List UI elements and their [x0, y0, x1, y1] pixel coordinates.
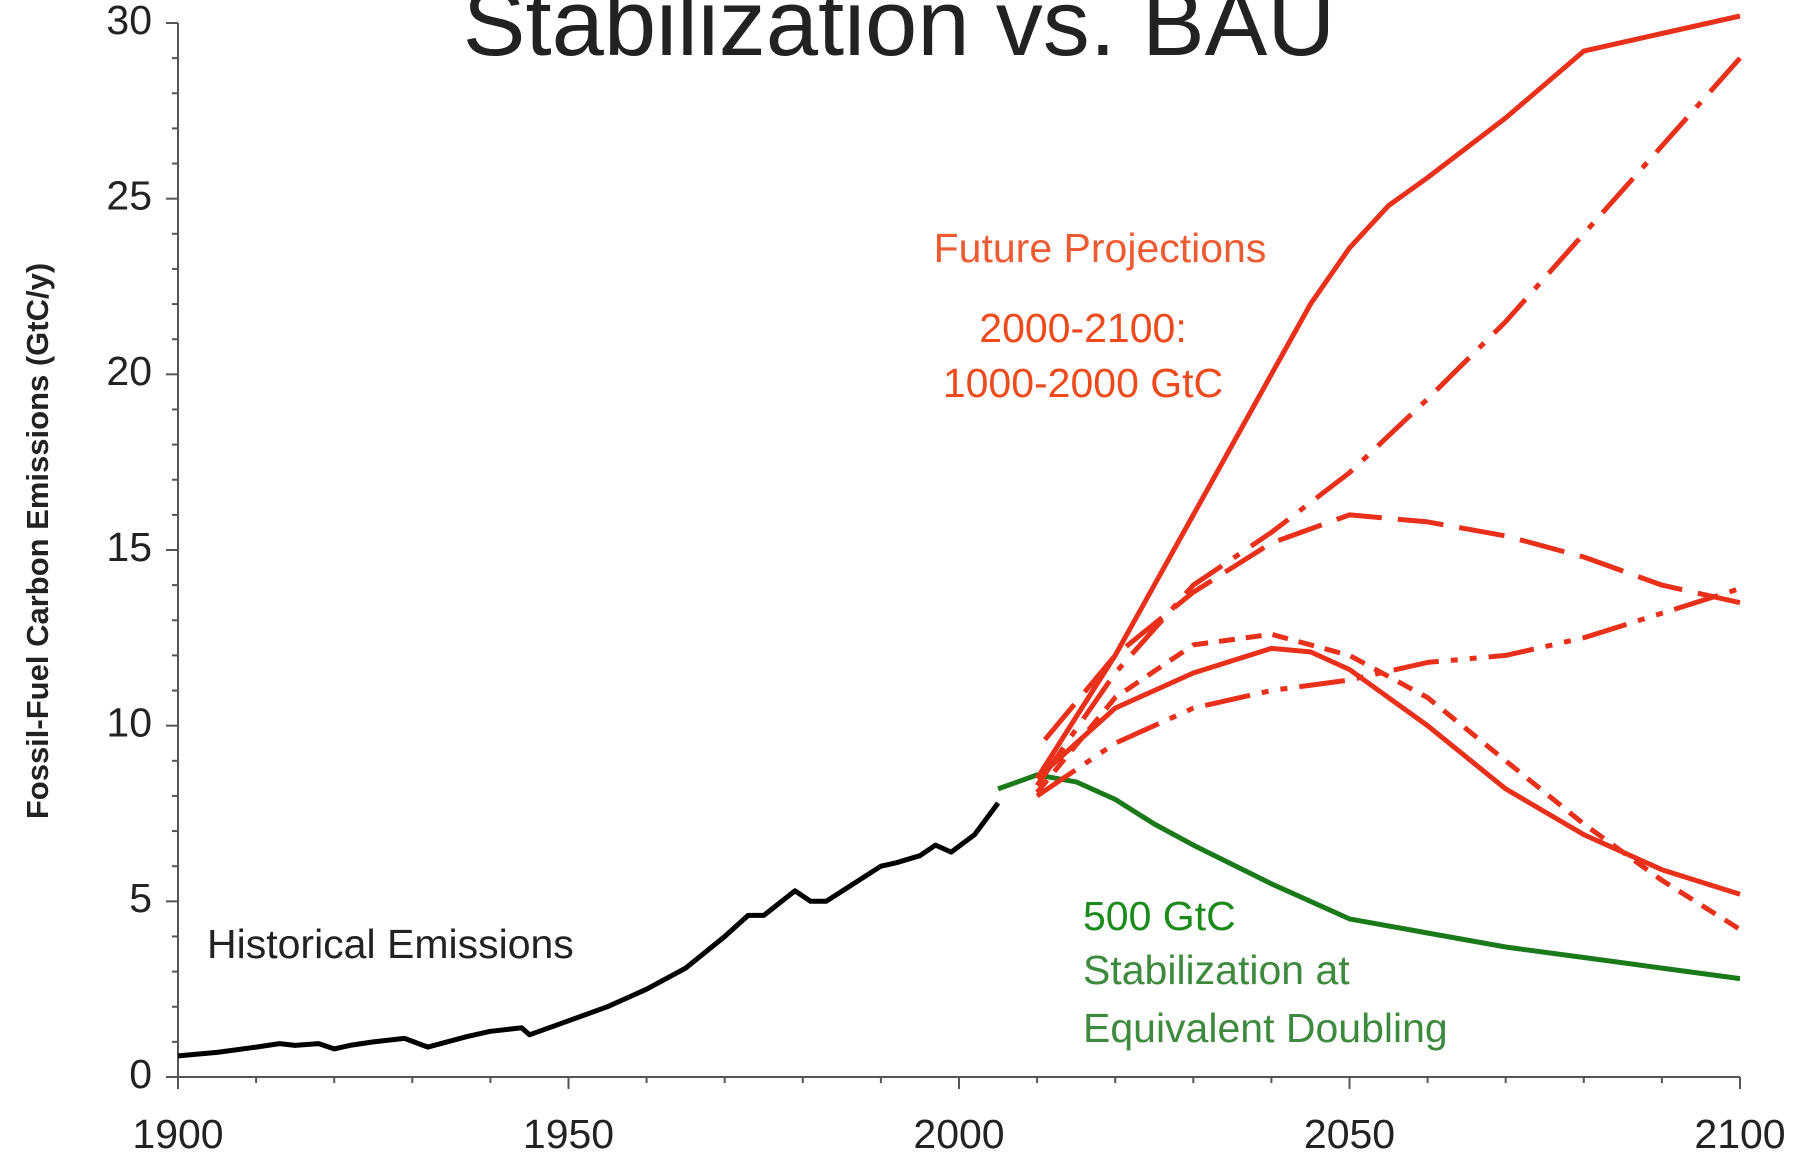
series-line	[1035, 631, 1742, 932]
series-line	[1034, 13, 1741, 780]
y-tick-label: 25	[106, 172, 152, 218]
y-tick-label: 10	[106, 699, 152, 745]
series-line	[177, 801, 1001, 1059]
annotation: 500 GtC	[1083, 893, 1236, 939]
series-line	[1035, 56, 1742, 787]
y-tick-label: 30	[106, 0, 152, 43]
series-line	[1035, 645, 1741, 897]
series-line	[1042, 512, 1741, 742]
x-tick-label: 2000	[913, 1111, 1004, 1157]
annotation: Equivalent Doubling	[1083, 1005, 1448, 1051]
x-tick-label: 2050	[1304, 1111, 1395, 1157]
x-tick-label: 1950	[523, 1111, 614, 1157]
y-tick-label: 20	[106, 348, 152, 394]
annotation: Historical Emissions	[207, 921, 574, 967]
annotation: 1000-2000 GtC	[943, 360, 1223, 406]
chart-title: Stabilization vs. BAU	[463, 0, 1335, 75]
annotation: 2000-2100:	[979, 305, 1186, 351]
x-tick-label: 1900	[132, 1111, 223, 1157]
y-tick-label: 0	[129, 1051, 152, 1097]
y-axis-label: Fossil-Fuel Carbon Emissions (GtC/y)	[20, 263, 55, 819]
x-tick-label: 2100	[1694, 1111, 1785, 1157]
annotation: Future Projections	[934, 225, 1267, 271]
series-line	[1035, 586, 1741, 798]
y-tick-label: 15	[106, 524, 152, 570]
series-line	[997, 772, 1741, 982]
annotation: Stabilization at	[1083, 947, 1350, 993]
y-tick-label: 5	[129, 875, 152, 921]
